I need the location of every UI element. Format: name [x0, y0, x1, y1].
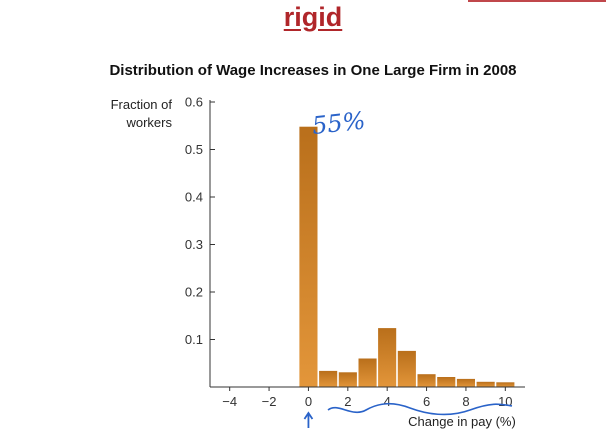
y-axis-label-line-1: Fraction of: [110, 97, 172, 112]
squiggle-underline: [327, 402, 513, 416]
bar-10: [496, 382, 515, 388]
x-tick-label: −2: [262, 394, 277, 409]
x-tick-label: −4: [222, 394, 237, 409]
chart-title: Distribution of Wage Increases in One La…: [109, 62, 517, 79]
axes-layer: [209, 100, 525, 388]
y-tick-label: 0.5: [185, 142, 203, 157]
y-axis-label: Fraction of workers: [86, 96, 172, 132]
y-tick-label: 0.1: [185, 332, 203, 347]
x-tick-label: 10: [498, 394, 512, 409]
x-tick-label: 8: [462, 394, 469, 409]
bar-8: [456, 378, 475, 387]
x-tick-label: 6: [423, 394, 430, 409]
bars-layer: [299, 126, 515, 388]
bar-3: [358, 358, 377, 387]
bar-1: [319, 370, 338, 387]
bar-6: [417, 374, 436, 387]
bar-7: [437, 377, 456, 387]
x-axis-label: Change in pay (%): [408, 414, 516, 429]
y-tick-label: 0.2: [185, 285, 203, 300]
bar-4: [378, 328, 397, 387]
arrow-head-icon: [303, 411, 314, 420]
y-tick-label: 0.4: [185, 190, 203, 205]
y-axis-label-line-2: workers: [126, 115, 172, 130]
top-divider: [468, 0, 606, 2]
y-tick-label: 0.3: [185, 237, 203, 252]
bar-9: [476, 381, 495, 387]
handwritten-note: 55%: [311, 107, 367, 140]
x-tick-label: 2: [344, 394, 351, 409]
y-tick-label: 0.6: [185, 95, 203, 110]
bar-0: [299, 126, 318, 387]
ticks-layer: 0.1 0.2 0.3 0.4 0.5 0.6 −4 −2 0 2 4 6 8 10: [185, 95, 513, 410]
x-tick-label: 0: [305, 394, 312, 409]
bar-5: [397, 350, 416, 387]
x-tick-label: 4: [384, 394, 391, 409]
bar-2: [338, 372, 357, 387]
handwritten-annotations: 55%: [303, 107, 513, 428]
slide-heading: rigid: [283, 2, 343, 32]
